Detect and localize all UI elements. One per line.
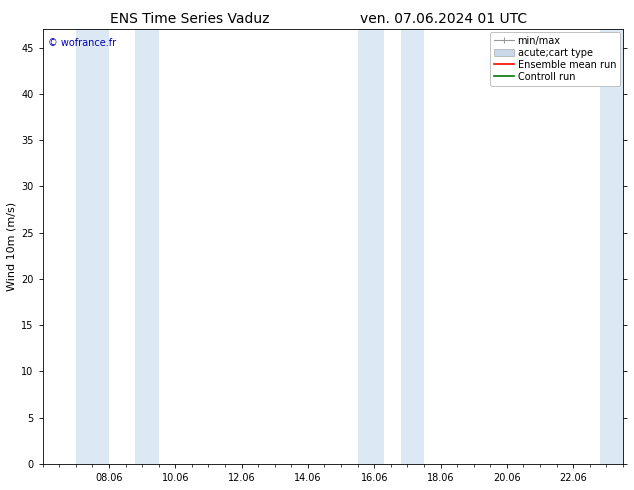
Bar (600, 29, 623, 464)
Y-axis label: Wind 10m (m/s): Wind 10m (m/s) (7, 202, 17, 291)
Bar (358, 29, 384, 464)
Legend: min/max, acute;cart type, Ensemble mean run, Controll run: min/max, acute;cart type, Ensemble mean … (490, 32, 620, 86)
Bar (401, 29, 424, 464)
Bar (76, 29, 109, 464)
Bar (136, 29, 158, 464)
Text: ven. 07.06.2024 01 UTC: ven. 07.06.2024 01 UTC (360, 12, 527, 26)
Text: ENS Time Series Vaduz: ENS Time Series Vaduz (110, 12, 270, 26)
Text: © wofrance.fr: © wofrance.fr (48, 38, 117, 48)
